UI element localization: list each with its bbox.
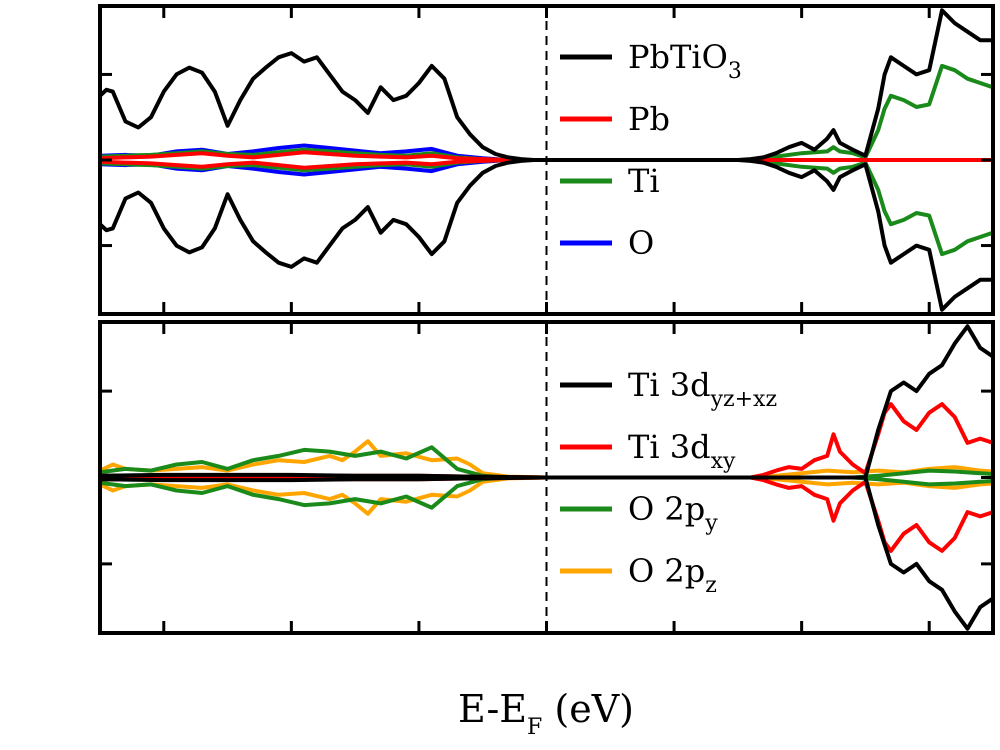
legend-label-main: O 2p (628, 552, 705, 590)
legend-label: Ti 3dyz+xz (628, 366, 777, 412)
legend-label: O 2py (628, 490, 718, 536)
legend-label-sub: yz+xz (710, 387, 777, 412)
legend-label-sub: y (704, 511, 718, 536)
legend-label-main: Ti 3d (628, 428, 711, 466)
legend-label-sub: z (705, 573, 717, 598)
series-o-2pz-spin-up (100, 439, 993, 480)
series-o-2py-spin-down (100, 475, 993, 510)
series-o-2py-spin-up (100, 445, 993, 480)
plot-data-layer (100, 8, 993, 631)
legend-label-sub: xy (711, 449, 736, 474)
legend-label: Pb (628, 100, 670, 138)
plot-frames-layer (98, 4, 995, 635)
legend-label-sub: 3 (728, 59, 742, 84)
legend-label: Ti (628, 162, 660, 200)
x-axis-title-unit: (eV) (542, 687, 634, 731)
series-pb-spin-down (100, 158, 993, 170)
legend-label: Ti 3dxy (628, 428, 736, 474)
series-ti-3dyz-xz-spin-down (100, 475, 993, 631)
legend-label: O (628, 224, 654, 262)
series-o-2pz-spin-down (100, 475, 993, 516)
legend-label-main: Ti 3d (628, 366, 711, 404)
series-pbtio3-spin-up (100, 8, 993, 162)
x-axis-title: E-EF (eV) (458, 687, 634, 740)
legend-label-main: Ti (628, 162, 660, 200)
legend-label-main: O (628, 224, 654, 262)
legend-label-main: O 2p (628, 490, 705, 528)
legend-label-main: PbTiO (628, 38, 728, 76)
series-pbtio3-spin-down (100, 158, 993, 312)
series-ti-3dyz-xz-spin-up (100, 324, 993, 480)
x-axis-title-sub: F (527, 715, 542, 740)
legend-label: PbTiO3 (628, 38, 742, 84)
x-axis-title-main: E-E (458, 687, 527, 731)
legend-label-main: Pb (628, 100, 670, 138)
legend-label: O 2pz (628, 552, 717, 598)
panel-a-series (100, 8, 993, 312)
panel-b-series (100, 324, 993, 631)
